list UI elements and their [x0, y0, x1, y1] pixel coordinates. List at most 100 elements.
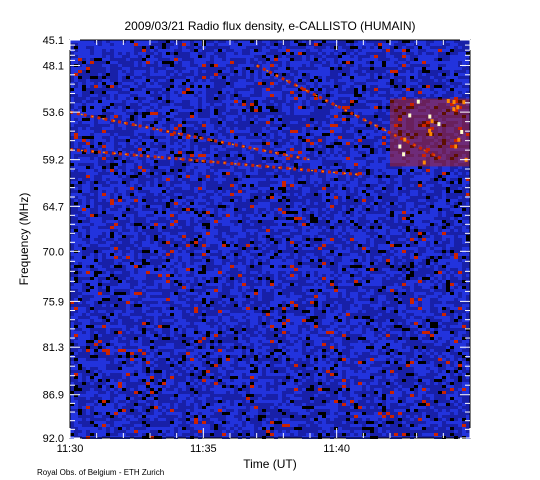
spectrogram-cell: [126, 187, 130, 190]
spectrogram-cell: [306, 373, 310, 376]
spectrogram-cell: [170, 85, 174, 88]
spectrogram-cell: [102, 325, 106, 328]
spectrogram-cell: [338, 277, 342, 280]
spectrogram-cell: [138, 193, 142, 196]
spectrogram-cell: [270, 196, 274, 199]
spectrogram-cell: [86, 334, 90, 337]
spectrogram-cell: [214, 352, 218, 355]
spectrogram-cell: [282, 211, 286, 214]
spectrogram-cell: [282, 310, 286, 313]
spectrogram-cell: [334, 391, 338, 394]
spectrogram-cell: [258, 262, 262, 265]
spectrogram-cell: [270, 136, 274, 139]
spectrogram-cell: [346, 130, 350, 133]
spectrogram-cell: [318, 298, 322, 301]
spectrogram-cell: [274, 43, 278, 46]
spectrogram-cell: [218, 403, 222, 406]
spectrogram-cell: [334, 349, 338, 352]
spectrogram-cell: [342, 319, 346, 322]
spectrogram-cell: [338, 316, 342, 319]
spectrogram-cell: [250, 385, 254, 388]
spectrogram-cell: [254, 271, 258, 274]
spectrogram-cell: [326, 58, 330, 61]
spectrogram-cell: [142, 139, 146, 142]
spectrogram-cell: [70, 253, 74, 256]
spectrogram-cell: [222, 202, 226, 205]
spectrogram-cell: [330, 127, 334, 130]
spectrogram-cell: [306, 187, 310, 190]
spectrogram-cell: [82, 430, 86, 433]
spectrogram-cell: [322, 103, 326, 106]
spectrogram-cell: [274, 334, 278, 337]
spectrogram-cell: [126, 169, 130, 172]
spectrogram-cell: [146, 118, 150, 121]
spectrogram-cell: [126, 415, 130, 418]
spectrogram-cell: [70, 58, 74, 61]
spectrogram-cell: [102, 97, 106, 100]
spectrogram-cell: [98, 184, 102, 187]
spectrogram-cell: [162, 286, 166, 289]
spectrogram-cell: [166, 274, 170, 277]
spectrogram-cell: [182, 232, 186, 235]
spectrogram-cell: [202, 253, 206, 256]
spectrogram-cell: [74, 229, 78, 232]
spectrogram-cell: [142, 241, 146, 244]
spectrogram-cell: [326, 367, 330, 370]
spectrogram-cell: [306, 238, 310, 241]
spectrogram-cell: [298, 181, 302, 184]
spectrogram-cell: [110, 304, 114, 307]
spectrogram-cell: [282, 316, 286, 319]
spectrogram-cell: [318, 166, 322, 169]
spectrogram-cell: [98, 376, 102, 379]
spectrogram-cell: [202, 310, 206, 313]
spectrogram-cell: [90, 280, 94, 283]
spectrogram-cell: [238, 304, 242, 307]
spectrogram-cell: [218, 310, 222, 313]
spectrogram-cell: [194, 88, 198, 91]
spectrogram-cell: [254, 106, 258, 109]
spectrogram-cell: [306, 226, 310, 229]
spectrogram-cell: [226, 43, 230, 46]
spectrogram-cell: [294, 433, 298, 436]
spectrogram-cell: [314, 172, 318, 175]
spectrogram-cell: [118, 43, 122, 46]
spectrogram-cell: [142, 268, 146, 271]
spectrogram-cell: [294, 109, 298, 112]
spectrogram-cell: [278, 130, 282, 133]
spectrogram-cell: [258, 337, 262, 340]
spectrogram-cell: [98, 55, 102, 58]
spectrogram-cell: [238, 283, 242, 286]
spectrogram-cell: [198, 61, 202, 64]
spectrogram-cell: [158, 229, 162, 232]
spectrogram-cell: [94, 151, 98, 154]
spectrogram-cell: [102, 187, 106, 190]
spectrogram-cell: [290, 49, 294, 52]
spectrogram-cell: [330, 313, 334, 316]
spectrogram-cell: [234, 70, 238, 73]
spectrogram-cell: [322, 193, 326, 196]
spectrogram-cell: [322, 286, 326, 289]
spectrogram-cell: [298, 217, 302, 220]
spectrogram-cell: [70, 169, 74, 172]
spectrogram-cell: [318, 178, 322, 181]
spectrogram-cell: [114, 265, 118, 268]
spectrogram-cell: [138, 424, 142, 427]
spectrogram-cell: [146, 325, 150, 328]
spectrogram-cell: [110, 85, 114, 88]
spectrogram-cell: [158, 313, 162, 316]
spectrogram-cell: [154, 148, 158, 151]
spectrogram-cell: [178, 394, 182, 397]
spectrogram-cell: [218, 241, 222, 244]
spectrogram-cell: [118, 124, 122, 127]
spectrogram-cell: [174, 97, 178, 100]
spectrogram-cell: [262, 268, 266, 271]
spectrogram-cell: [294, 322, 298, 325]
spectrogram-cell: [218, 370, 222, 373]
spectrogram-cell: [274, 316, 278, 319]
spectrogram-cell: [186, 238, 190, 241]
spectrogram-cell: [78, 412, 82, 415]
spectrogram-cell: [270, 283, 274, 286]
spectrogram-cell: [302, 142, 306, 145]
spectrogram-cell: [158, 388, 162, 391]
spectrogram-cell: [282, 364, 286, 367]
